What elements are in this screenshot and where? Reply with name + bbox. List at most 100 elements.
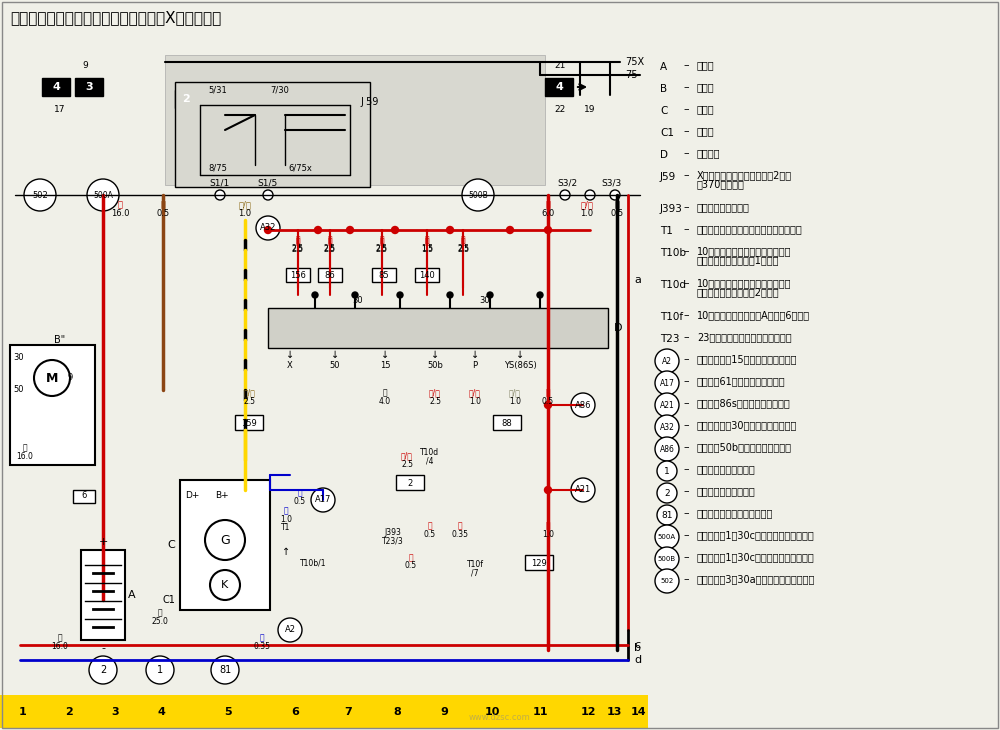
Text: 蓝: 蓝 xyxy=(260,633,264,642)
Text: 15: 15 xyxy=(380,361,390,370)
Text: 红/黑: 红/黑 xyxy=(401,451,413,460)
Text: 连接线（86s），在仪表板线束内: 连接线（86s），在仪表板线束内 xyxy=(697,398,791,408)
Circle shape xyxy=(314,226,322,234)
Text: 21: 21 xyxy=(554,61,566,69)
Text: A2: A2 xyxy=(285,626,296,634)
Text: 16.0: 16.0 xyxy=(17,452,33,461)
Circle shape xyxy=(655,415,679,439)
Text: ↓: ↓ xyxy=(286,350,294,360)
Text: –: – xyxy=(683,552,689,562)
Text: X: X xyxy=(287,361,293,370)
Text: 6.0: 6.0 xyxy=(541,209,555,218)
Text: ↓: ↓ xyxy=(381,350,389,360)
Text: B+: B+ xyxy=(215,491,229,499)
Text: 接地点，蓄电池与车身: 接地点，蓄电池与车身 xyxy=(697,464,756,474)
Bar xyxy=(415,268,439,282)
Text: 发电机: 发电机 xyxy=(697,104,715,114)
Text: –: – xyxy=(683,332,689,342)
Circle shape xyxy=(655,437,679,461)
Text: 黄/黑: 黄/黑 xyxy=(239,200,251,209)
Text: 红: 红 xyxy=(546,200,550,209)
Text: D+: D+ xyxy=(185,491,199,499)
Text: 黑: 黑 xyxy=(383,388,387,397)
Text: J393: J393 xyxy=(660,204,683,214)
Text: 红: 红 xyxy=(296,235,300,244)
Text: 30: 30 xyxy=(353,296,363,305)
Text: 单针插头，蓝色，在发动机缸线体的右侧: 单针插头，蓝色，在发动机缸线体的右侧 xyxy=(697,224,803,234)
Text: 单元防护罩内的左侧（1号位）: 单元防护罩内的左侧（1号位） xyxy=(697,255,780,265)
Circle shape xyxy=(657,505,677,525)
Text: 接地点，变速器与车身: 接地点，变速器与车身 xyxy=(697,486,756,496)
Circle shape xyxy=(571,478,595,502)
Bar xyxy=(180,480,270,610)
Text: 红: 红 xyxy=(461,235,465,244)
Text: C1: C1 xyxy=(162,595,175,605)
Bar xyxy=(372,268,396,282)
Bar xyxy=(396,475,424,490)
Text: 2.5: 2.5 xyxy=(457,244,469,253)
Text: 红: 红 xyxy=(328,235,332,244)
Text: （370继电器）: （370继电器） xyxy=(697,179,745,189)
Text: –: – xyxy=(683,148,689,158)
Text: www.dzsc.com: www.dzsc.com xyxy=(469,713,531,723)
Text: 2: 2 xyxy=(664,488,670,498)
Text: 正极连接线（30），在仪表板线束内: 正极连接线（30），在仪表板线束内 xyxy=(697,420,797,430)
Bar xyxy=(0,695,648,728)
Text: 159: 159 xyxy=(241,418,257,428)
Text: 75X: 75X xyxy=(625,57,644,67)
Text: T10f: T10f xyxy=(660,312,683,322)
Text: 蓝: 蓝 xyxy=(284,506,288,515)
Text: –: – xyxy=(683,398,689,408)
Text: 10针插头，黑色，在发动机室控制: 10针插头，黑色，在发动机室控制 xyxy=(697,246,792,256)
Text: 6: 6 xyxy=(81,491,87,501)
Text: 红: 红 xyxy=(546,521,550,530)
Circle shape xyxy=(24,179,56,211)
Text: 蓄电池: 蓄电池 xyxy=(697,60,715,70)
Text: T23: T23 xyxy=(660,334,680,344)
Text: 调压器: 调压器 xyxy=(697,126,715,136)
Text: –: – xyxy=(683,246,689,256)
Text: X触点继电器，在继电器板上2号位: X触点继电器，在继电器板上2号位 xyxy=(697,170,792,180)
Text: A2: A2 xyxy=(662,356,672,366)
Text: 0.5: 0.5 xyxy=(156,209,170,218)
Text: 7/30: 7/30 xyxy=(271,85,289,94)
Circle shape xyxy=(610,190,620,200)
Bar xyxy=(175,82,370,187)
Text: 156: 156 xyxy=(290,271,306,280)
Text: 0.5: 0.5 xyxy=(424,530,436,539)
Circle shape xyxy=(655,547,679,571)
Text: 2.5: 2.5 xyxy=(429,397,441,406)
Text: 红: 红 xyxy=(425,235,429,244)
Bar xyxy=(493,415,521,430)
Text: ↓: ↓ xyxy=(431,350,439,360)
Text: d: d xyxy=(634,655,641,665)
Text: 黄/黑: 黄/黑 xyxy=(244,388,256,397)
Text: –: – xyxy=(683,574,689,584)
Text: A17: A17 xyxy=(660,378,674,388)
Text: 红: 红 xyxy=(461,237,465,246)
Text: T10d: T10d xyxy=(660,280,686,290)
Text: 4.0: 4.0 xyxy=(379,397,391,406)
Text: 1.5: 1.5 xyxy=(421,245,433,254)
Text: 502: 502 xyxy=(32,191,48,199)
Text: K: K xyxy=(221,580,229,590)
Text: 1.0: 1.0 xyxy=(542,530,554,539)
Circle shape xyxy=(657,483,677,503)
Text: 接地连接线，在仪表板线束内: 接地连接线，在仪表板线束内 xyxy=(697,508,773,518)
Text: 红: 红 xyxy=(380,237,384,246)
Circle shape xyxy=(655,371,679,395)
Text: –: – xyxy=(683,104,689,114)
Bar xyxy=(73,490,95,503)
Circle shape xyxy=(655,525,679,549)
Text: 红/黑: 红/黑 xyxy=(581,200,593,209)
Circle shape xyxy=(311,488,335,512)
Text: ↓: ↓ xyxy=(331,350,339,360)
Text: 1: 1 xyxy=(664,466,670,475)
Text: 2: 2 xyxy=(407,478,413,488)
Text: 30: 30 xyxy=(13,353,24,363)
Text: 2.5: 2.5 xyxy=(292,245,304,254)
Circle shape xyxy=(352,292,358,298)
Text: 502: 502 xyxy=(660,578,674,584)
Text: 5: 5 xyxy=(224,707,232,717)
Text: 1: 1 xyxy=(19,707,27,717)
